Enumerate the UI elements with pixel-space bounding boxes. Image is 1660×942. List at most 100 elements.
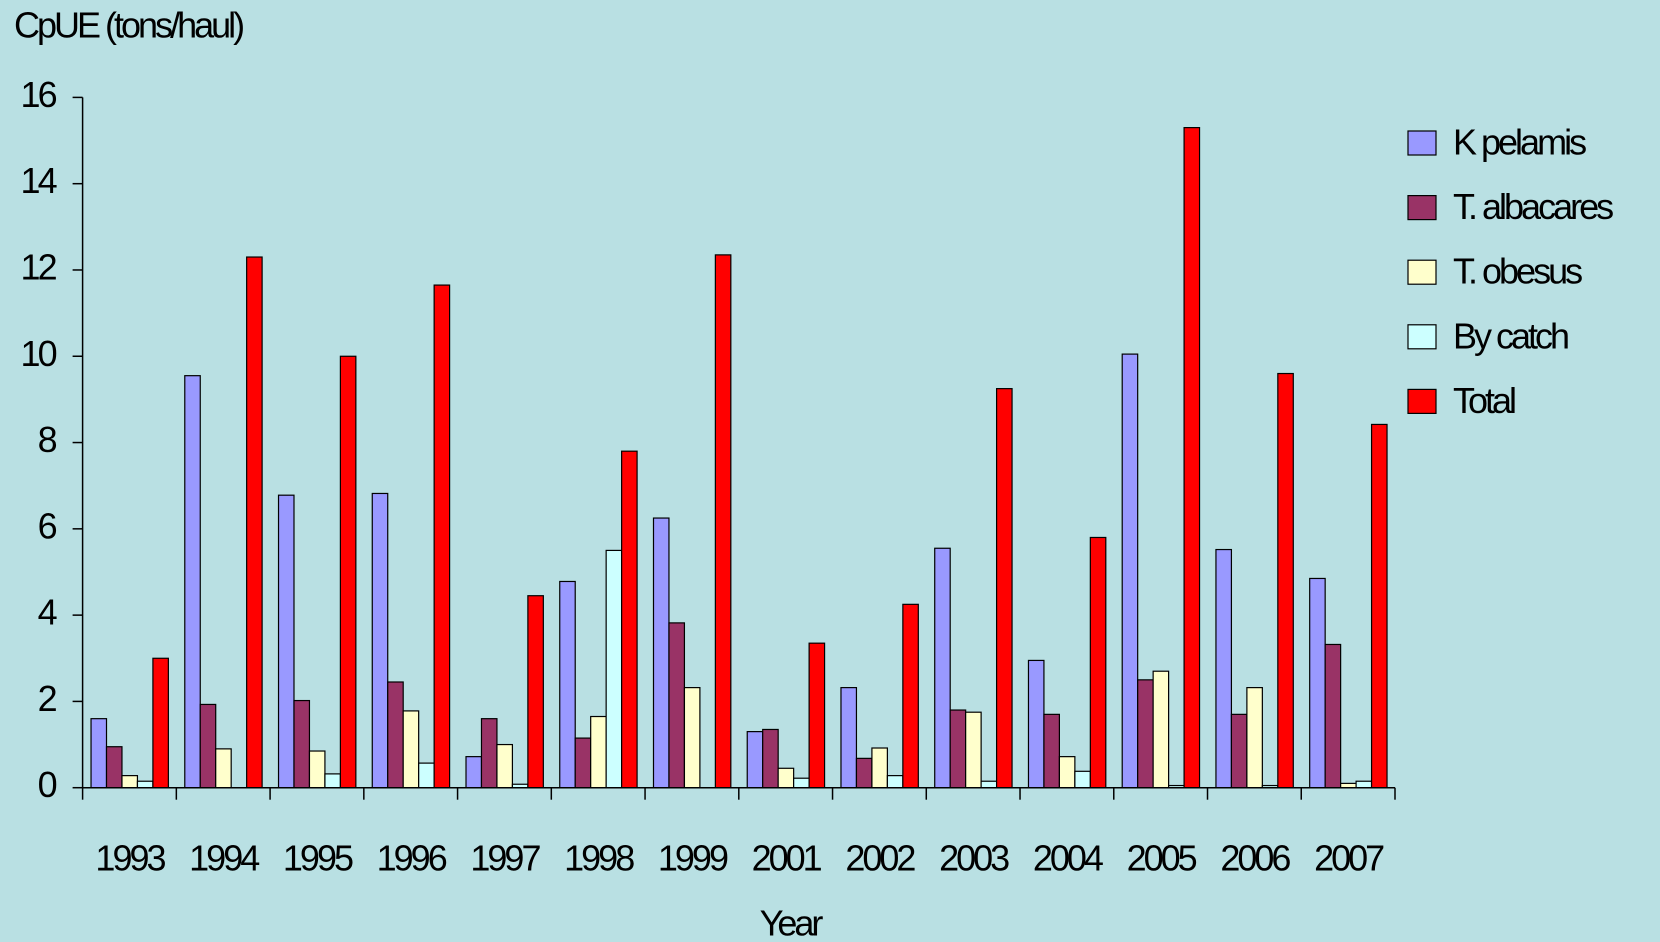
y-tick-label: 2 xyxy=(38,678,57,719)
x-tick-label: 1997 xyxy=(470,838,540,879)
bar xyxy=(1152,670,1170,789)
bar xyxy=(199,703,217,789)
bar xyxy=(1121,353,1139,789)
legend-swatch xyxy=(1407,324,1437,350)
bar xyxy=(871,747,888,789)
y-tick-label: 12 xyxy=(21,246,57,287)
bar xyxy=(621,450,638,789)
y-tick-label: 6 xyxy=(38,505,57,546)
bar xyxy=(793,777,810,789)
bar xyxy=(762,728,779,789)
bar xyxy=(683,687,701,789)
bar xyxy=(308,750,326,789)
x-tick-label: 2006 xyxy=(1220,838,1290,879)
y-axis-label: CpUE (tons/haul) xyxy=(14,5,243,46)
bar xyxy=(559,580,576,789)
bar xyxy=(371,492,389,789)
bar xyxy=(184,375,201,789)
y-tick-label: 10 xyxy=(21,333,57,374)
bar xyxy=(855,757,873,789)
bar xyxy=(1215,548,1233,789)
bar xyxy=(152,657,169,789)
bar xyxy=(1324,643,1342,789)
bar xyxy=(934,547,951,789)
bar xyxy=(777,767,795,789)
x-tick-label: 1996 xyxy=(377,838,447,879)
bar xyxy=(1277,372,1294,789)
bar xyxy=(995,388,1013,789)
x-tick-label: 1994 xyxy=(189,838,259,879)
bar xyxy=(324,773,341,789)
bar xyxy=(605,549,623,789)
bar xyxy=(433,284,451,789)
bar xyxy=(965,711,982,789)
bar xyxy=(121,775,139,789)
bar xyxy=(668,622,686,789)
x-tick-label: 2007 xyxy=(1314,838,1384,879)
bar xyxy=(590,715,607,789)
x-tick-label: 2001 xyxy=(752,838,822,879)
x-tick-label: 2005 xyxy=(1127,838,1197,879)
legend-label: By catch xyxy=(1453,315,1568,356)
bar xyxy=(480,718,498,789)
bar xyxy=(1027,659,1045,789)
bar xyxy=(105,746,123,789)
bar xyxy=(402,710,420,789)
x-tick-label: 1998 xyxy=(564,838,634,879)
legend-label: K pelamis xyxy=(1453,122,1586,163)
bar xyxy=(277,494,295,789)
x-tick-label: 1995 xyxy=(283,838,353,879)
bar xyxy=(1058,756,1076,789)
x-tick-label: 2002 xyxy=(845,838,915,879)
bar xyxy=(746,731,764,789)
y-tick-label: 0 xyxy=(38,764,57,805)
y-tick-label: 4 xyxy=(38,592,57,633)
bar xyxy=(1137,679,1154,789)
legend-label: Total xyxy=(1453,380,1515,421)
bar xyxy=(1183,127,1201,789)
y-tick-label: 16 xyxy=(21,74,57,115)
x-tick-label: 1993 xyxy=(95,838,165,879)
bar xyxy=(1355,780,1373,789)
legend-swatch xyxy=(1407,195,1437,221)
bar xyxy=(339,355,357,789)
y-tick-label: 14 xyxy=(21,160,57,201)
bar xyxy=(90,718,108,789)
legend-swatch xyxy=(1407,388,1437,414)
bar xyxy=(840,687,858,789)
bar xyxy=(1089,536,1107,789)
bar xyxy=(652,517,670,789)
x-axis-label: Year xyxy=(760,903,824,942)
bar xyxy=(527,595,544,789)
bar xyxy=(215,748,232,789)
bar xyxy=(1246,687,1263,789)
x-tick-label: 2004 xyxy=(1033,838,1103,879)
bar xyxy=(1309,577,1326,789)
bar xyxy=(293,699,311,789)
bar xyxy=(1370,423,1388,789)
legend-label: T. albacares xyxy=(1453,186,1613,227)
bar xyxy=(387,681,404,789)
x-tick-label: 2003 xyxy=(939,838,1009,879)
legend-label: T. obesus xyxy=(1453,251,1582,292)
bar xyxy=(496,743,514,789)
bar xyxy=(886,775,904,789)
bar xyxy=(418,762,435,789)
x-tick-label: 1999 xyxy=(658,838,728,879)
bar xyxy=(246,256,263,789)
legend-swatch xyxy=(1407,259,1437,285)
bar xyxy=(574,737,592,789)
bar xyxy=(949,709,967,789)
legend-swatch xyxy=(1407,130,1437,156)
y-tick-label: 8 xyxy=(38,419,57,460)
bar xyxy=(980,780,998,789)
bar xyxy=(465,756,483,789)
bar xyxy=(136,780,154,789)
bar xyxy=(902,603,919,789)
bar xyxy=(1043,713,1061,789)
bar xyxy=(1074,770,1091,789)
bar xyxy=(1230,713,1248,789)
bar xyxy=(714,254,732,789)
bar xyxy=(808,642,826,789)
